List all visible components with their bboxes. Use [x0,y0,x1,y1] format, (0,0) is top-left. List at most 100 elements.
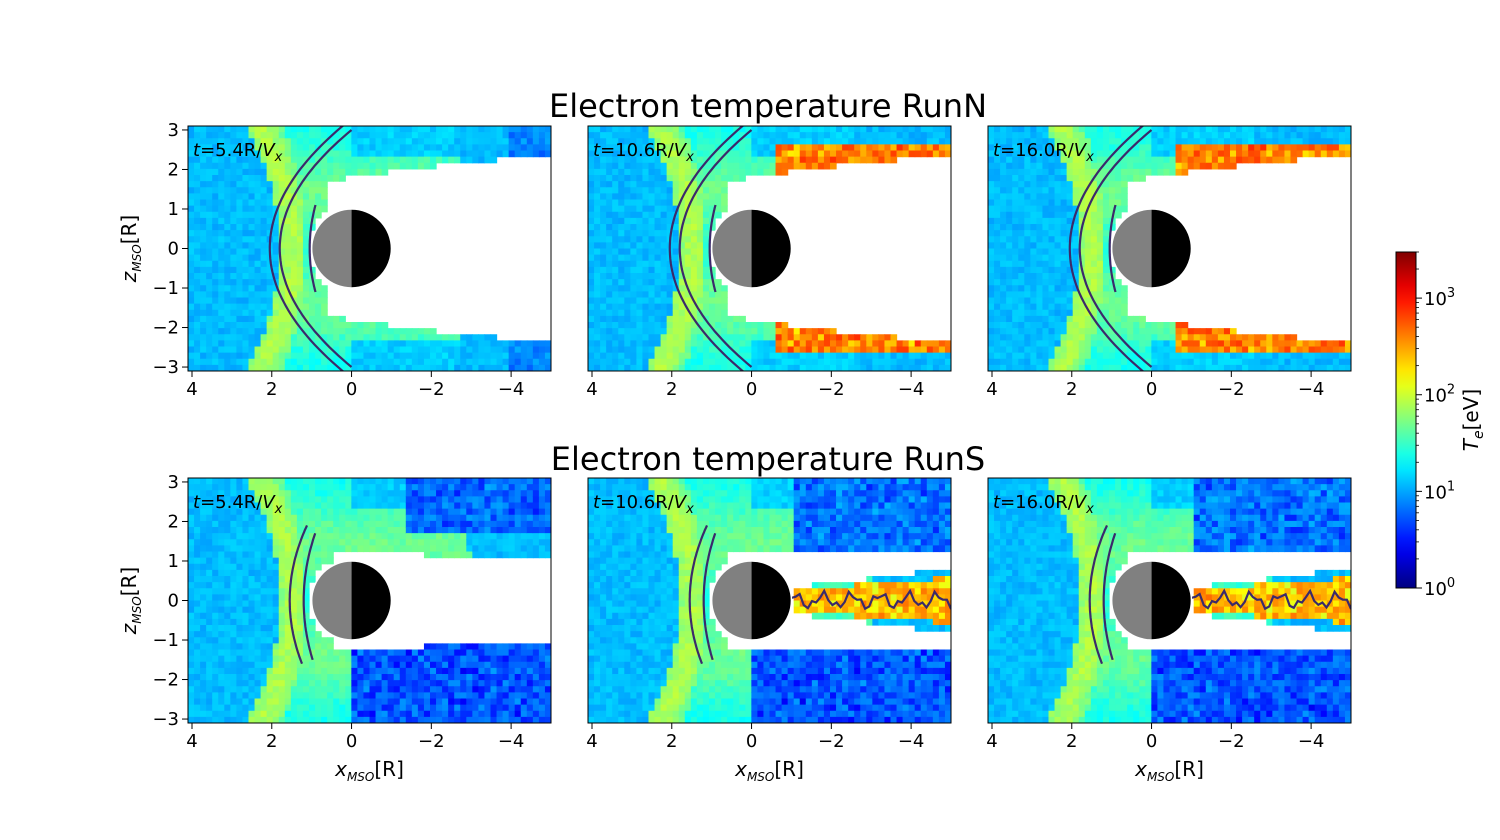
heatmap-cell [1193,144,1201,152]
heatmap-cell [345,168,352,176]
heatmap-cell [254,346,262,354]
heatmap-cell [994,242,1001,250]
heatmap-cell [260,588,268,595]
heatmap-cell [224,606,231,614]
heatmap-cell [381,150,389,158]
heatmap-cell [696,224,704,231]
heatmap-cell [696,193,704,201]
heatmap-cell [1036,144,1044,152]
heatmap-cell [1248,156,1255,164]
heatmap-cell [787,132,795,139]
heatmap-cell [1308,358,1316,366]
heatmap-cell [884,364,892,371]
heatmap-cell [242,242,250,250]
heatmap-cell [1217,352,1225,360]
heatmap-cell [188,297,195,305]
heatmap-cell [926,138,934,145]
heatmap-cell [830,132,837,139]
heatmap-cell [1024,364,1031,371]
heatmap-cell [854,334,861,341]
heatmap-cell [793,328,801,335]
heatmap-cell [206,576,213,583]
heatmap-cell [339,175,346,182]
heatmap-cell [266,716,274,723]
heatmap-cell [1030,291,1037,299]
heatmap-cell [666,162,674,170]
heatmap-cell [1066,297,1074,305]
heatmap-cell [1223,126,1231,133]
heatmap-cell [1000,334,1007,341]
heatmap-cell [842,150,849,158]
heatmap-cell [715,193,722,201]
heatmap-cell [302,520,310,528]
heatmap-cell [1115,334,1122,341]
heatmap-cell [1096,260,1104,268]
heatmap-cell [296,563,304,571]
heatmap-cell [1012,352,1019,360]
heatmap-cell [1036,254,1044,262]
heatmap-cell [1036,309,1044,317]
heatmap-cell [624,254,631,262]
heatmap-cell [648,199,656,207]
heatmap-cell [514,126,522,133]
heatmap-cell [212,156,219,164]
heatmap-cell [1072,328,1080,335]
heatmap-cell [642,309,650,317]
heatmap-cell [248,514,256,522]
heatmap-cell [496,358,504,366]
heatmap-cell [1296,346,1304,354]
heatmap-cell [1169,144,1177,152]
heatmap-cell [538,144,546,152]
heatmap-cell [1199,328,1207,335]
heatmap-cell [212,199,219,207]
heatmap-cell [630,346,637,354]
heatmap-cell [399,144,407,152]
heatmap-cell [381,334,389,341]
heatmap-cell [1060,236,1068,243]
heatmap-cell [369,352,377,360]
planet-outline [710,208,793,289]
heatmap-cell [1223,138,1231,145]
heatmap-cell [266,199,274,207]
heatmap-cell [1048,248,1056,256]
heatmap-cell [460,126,467,133]
heatmap-cell [709,132,716,139]
heatmap-cell [200,230,207,237]
heatmap-cell [200,236,207,243]
heatmap-cell [1175,328,1183,335]
heatmap-cell [206,364,213,371]
heatmap-cell [242,716,250,723]
heatmap-cell [278,328,286,335]
heatmap-cell [224,285,231,292]
heatmap-cell [448,126,455,133]
heatmap-cell [1181,328,1189,335]
heatmap-cell [254,600,262,608]
heatmap-cell [502,358,510,366]
heatmap-cell [781,156,789,164]
heatmap-cell [339,162,346,170]
heatmap-cell [1084,315,1092,323]
heatmap-cell [1060,364,1068,371]
heatmap-cell [260,168,268,176]
heatmap-cell [1066,211,1074,219]
heatmap-cell [393,364,401,371]
heatmap-cell [1314,138,1322,145]
heatmap-cell [994,144,1001,152]
heatmap-cell [624,199,631,207]
heatmap-cell [188,266,195,274]
heatmap-cell [1042,242,1050,250]
heatmap-cell [212,710,219,718]
heatmap-cell [618,156,625,164]
heatmap-cell [254,315,262,323]
heatmap-cell [715,297,722,305]
heatmap-cell [1308,346,1316,354]
heatmap-cell [1066,285,1074,292]
heatmap-cell [1145,144,1152,152]
heatmap-cell [890,340,898,348]
heatmap-cell [1115,132,1122,139]
heatmap-cell [1012,199,1019,207]
heatmap-cell [793,346,801,354]
heatmap-cell [393,156,401,164]
heatmap-cell [1217,126,1225,133]
heatmap-cell [236,315,244,323]
